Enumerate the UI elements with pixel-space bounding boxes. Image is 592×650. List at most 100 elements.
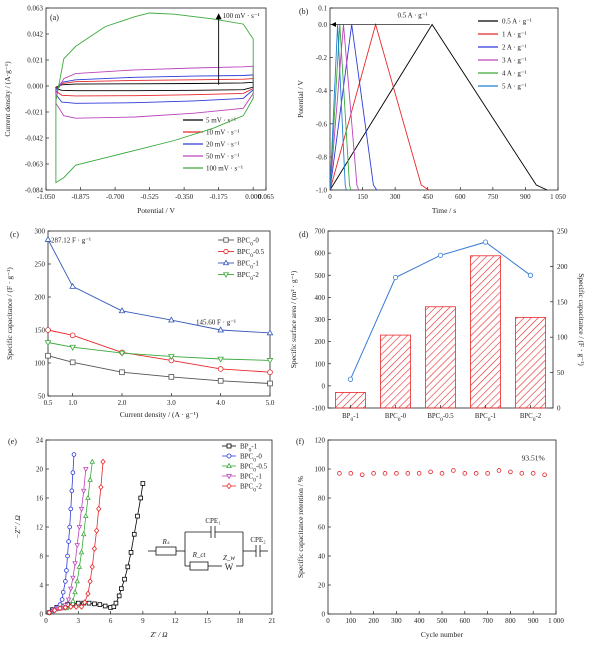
panel-d-y-right-axis-label: Specific capacitance / (F · g⁻¹) [577, 273, 586, 366]
nyquist-point-3 [78, 506, 85, 512]
panel-c-rate-capability: 0.5 1.0 2.0 3.0 4.0 5.0 50 100 150 200 250 300 Curre… [5, 228, 275, 420]
nyquist-point-1 [69, 488, 75, 494]
circuit-label-rs: Rₛ [162, 538, 170, 546]
circuit-label-cpe1: CPE₁ [205, 517, 220, 525]
panel-b-y-tick-label: -1.0 [316, 187, 328, 195]
panel-c-y-tick-label: 300 [35, 228, 46, 236]
surface-area-point [392, 274, 399, 281]
panel-letter: (b) [299, 7, 309, 16]
panel-f-x-tick-label: 200 [368, 617, 379, 625]
panel-e-y-axis-label: −Z″ / Ω [13, 515, 22, 539]
panel-a-y-axis-label: Current density / (A·g⁻¹) [3, 61, 12, 137]
panel-c-frame [47, 230, 271, 397]
panel-b-y-tick-label: -0.4 [316, 87, 328, 95]
legend-label-3: BPC0-2 [237, 271, 259, 282]
nyquist-point-1 [60, 589, 66, 595]
panel-c-x-tick-label: 0.5 [44, 399, 53, 407]
rate-point-3 [118, 350, 126, 357]
panel-c-x-tick-label: 1.0 [68, 399, 77, 407]
nyquist-point-2 [83, 513, 89, 519]
legend-label-3: 50 mV · s⁻¹ [206, 153, 239, 161]
panel-f-annotation: 93.51% [522, 453, 545, 462]
panel-a-x-tick-label: 0.065 [258, 193, 274, 201]
panel-b-x-tick-label: 300 [390, 193, 401, 201]
panel-e-y-tick-label: 24 [36, 437, 44, 445]
panel-a-cv-curves: -1.050 -0.875 -0.700 -0.525 -0.350 -0.175 0.00… [3, 5, 274, 216]
nyquist-point-4 [46, 609, 52, 616]
nyquist-point-0 [122, 576, 127, 582]
rate-point-1 [69, 332, 76, 339]
panel-e-x-tick-label: 15 [204, 617, 212, 625]
legend-marker-0 [226, 443, 232, 449]
nyquist-point-0 [128, 550, 134, 555]
retention-point [428, 469, 433, 475]
legend-label-1: 10 mV · s⁻¹ [206, 129, 239, 137]
panel-e-x-tick-label: 0 [44, 617, 48, 625]
nyquist-point-2 [70, 597, 76, 603]
panel-b-x-axis-label: Time / s [432, 206, 456, 215]
panel-d-y-left-tick-label: 100 [315, 360, 326, 368]
panel-c-x-tick-label: 4.0 [216, 399, 225, 407]
panel-letter: (a) [50, 13, 59, 22]
panel-letter: (f) [296, 437, 304, 446]
legend-label-3: 3 A · g⁻¹ [502, 57, 527, 65]
nyquist-point-1 [64, 568, 69, 573]
retention-point [405, 471, 411, 476]
panel-c-x-axis-label: Current density / (A · g⁻¹) [120, 410, 199, 419]
surface-area-point [347, 376, 354, 382]
legend-label-0: 0.5 A · g⁻¹ [502, 18, 532, 26]
rate-line-2 [47, 239, 271, 334]
rate-point-2 [118, 307, 126, 314]
panel-e-y-tick-label: 0 [40, 611, 44, 619]
panel-d-y-right-tick-label: 200 [557, 263, 568, 271]
rate-point-2 [44, 235, 52, 242]
panel-a-x-tick-label: -0.700 [106, 193, 125, 201]
panel-c-x-tick-label: 5.0 [266, 399, 275, 407]
legend-label-1: 1 A · g⁻¹ [502, 31, 527, 39]
legend-marker-1 [226, 453, 232, 459]
nyquist-point-3 [72, 561, 78, 567]
rate-point-2 [168, 316, 175, 323]
panel-b-annotation: 0.5 A · g⁻¹ [398, 12, 428, 20]
rate-point-3 [217, 356, 224, 363]
surface-area-point [482, 239, 489, 245]
legend-marker-2 [222, 259, 230, 266]
retention-point [371, 471, 376, 476]
panel-letter: (d) [299, 230, 309, 239]
nyquist-point-2 [85, 494, 91, 500]
legend-marker-3 [226, 473, 232, 480]
legend-label-5: 5 A · g⁻¹ [502, 83, 527, 91]
panel-a-y-tick-label: 0.042 [27, 31, 43, 39]
legend-label-4: BPC0-2 [240, 483, 262, 494]
panel-a-x-tick-label: -0.175 [210, 193, 229, 201]
nyquist-point-1 [65, 553, 70, 559]
surface-area-point [527, 272, 534, 278]
panel-d-y-right-tick-label: 0 [557, 405, 561, 413]
nyquist-point-4 [57, 605, 63, 612]
nyquist-point-0 [125, 564, 131, 570]
nyquist-point-4 [100, 458, 106, 465]
panel-b-y-tick-label: -0.2 [316, 54, 328, 62]
panel-f-y-tick-label: 100 [315, 466, 326, 474]
nyquist-point-4 [78, 603, 85, 610]
category-label: BP0-1 [342, 413, 359, 423]
panel-f-y-tick-label: 80 [318, 495, 326, 503]
nyquist-point-1 [66, 539, 71, 544]
nyquist-point-4 [82, 599, 88, 606]
panel-b-x-tick-label: 1 050 [550, 193, 566, 201]
legend-marker-4 [226, 482, 232, 490]
circuit-label-w: W [225, 562, 234, 572]
retention-point [462, 471, 468, 476]
rate-point-3 [168, 354, 175, 361]
panel-d-surface-area-capacitance: -100 0 100 200 300 400 500 600 700 0 50 100 150 200 25… [289, 228, 586, 424]
retention-point [473, 471, 479, 476]
panel-b-x-tick-label: 150 [357, 193, 368, 201]
nyquist-point-0 [102, 603, 108, 609]
nyquist-point-0 [86, 600, 92, 606]
panel-b-x-tick-label: 0 [328, 193, 332, 201]
panel-d-y-left-axis-label: Specific surface area / (m² · g⁻¹) [289, 270, 298, 368]
nyquist-point-0 [135, 513, 140, 519]
panel-b-y-tick-label: -0.8 [316, 153, 328, 161]
panel-c-y-tick-label: 50 [38, 393, 46, 401]
